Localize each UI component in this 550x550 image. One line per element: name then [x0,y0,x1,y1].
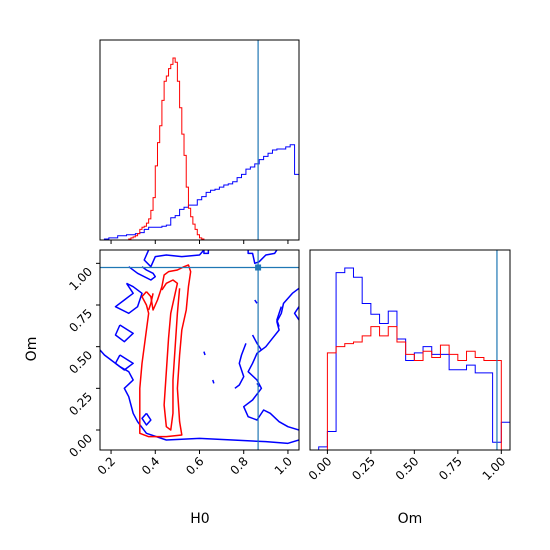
om-hist-series-1 [310,267,511,451]
x-axis-label-om: Om [398,511,423,527]
y-axis-label-om: Om [24,337,40,362]
om-xtick-label-4: 1.00 [480,454,509,483]
blue-contour-7 [141,412,152,426]
h0-frame [99,39,300,241]
blue-contour-12 [276,306,283,327]
joint-ytick-label-1: 0.25 [66,390,95,419]
om-hist-series-2 [326,326,502,450]
blue-contour-11 [293,306,299,321]
blue-contour-14 [234,343,247,389]
joint-xtick-label-2: 0.6 [183,454,206,477]
blue-contour-16 [203,351,206,356]
joint-ytick-label-2: 0.50 [66,348,95,377]
om-xtick-label-0: 0.00 [306,454,335,483]
x-axis-label-h0: H0 [190,511,209,527]
om-histogram-panel: 0.00 0.25 0.50 0.75 1.00 [306,249,511,483]
h0-hist-series-1 [100,144,300,241]
red-contour-3 [161,279,181,431]
contour-layer [100,250,299,445]
h0-hist-series-2 [128,57,205,240]
om-xtick-label-2: 0.50 [393,454,422,483]
blue-contour-8 [128,266,157,281]
om-frame [309,249,511,451]
blue-contour-18 [254,299,258,304]
om-xtick-label-1: 0.25 [349,454,378,483]
blue-contour-17 [212,379,215,384]
joint-xtick-label-3: 0.8 [227,454,250,477]
joint-xtick-label-1: 0.4 [139,454,162,477]
joint-ytick-label-0: 0.00 [66,431,95,460]
joint-ytick-label-3: 0.75 [66,306,95,335]
joint-xtick-label-0: 0.2 [95,454,118,477]
red-contour-1 [139,264,192,438]
h0-histogram-panel [99,39,300,244]
blue-contour-13 [251,334,263,351]
blue-contour-2 [203,250,210,255]
joint-xtick-label-4: 1.0 [272,454,295,477]
blue-contour-10 [242,287,299,431]
joint-frame [99,249,300,451]
blue-contour-6 [114,354,134,371]
blue-contour-4 [114,282,143,315]
blue-contour-1 [143,250,205,268]
joint-ytick-label-4: 1.00 [66,265,95,294]
om-xtick-label-3: 0.75 [436,454,465,483]
h0-om-contour-panel: 0.2 0.4 0.6 0.8 1.0 0.00 0.25 0.50 0.75 1.00 [66,249,300,478]
red-contour-2 [147,293,154,311]
joint-truth-marker [255,264,262,271]
blue-contour-3 [247,250,278,265]
blue-contour-5 [114,324,134,343]
blue-contour-9 [100,349,299,445]
